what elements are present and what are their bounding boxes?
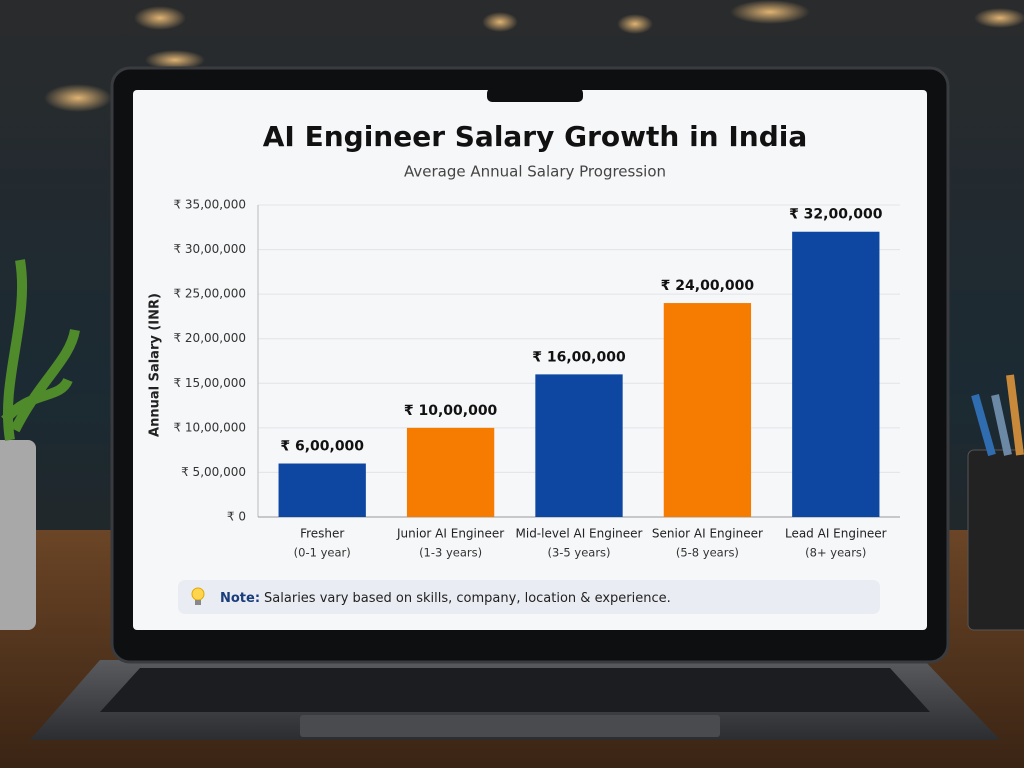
x-tick-label: Junior AI Engineer	[396, 527, 504, 541]
x-tick-label: Fresher	[300, 527, 344, 541]
y-tick-label: ₹ 30,00,000	[173, 242, 246, 256]
x-tick-sublabel: (1-3 years)	[419, 546, 482, 560]
chart-title: AI Engineer Salary Growth in India	[263, 120, 808, 153]
bar	[792, 231, 880, 517]
y-axis-label: Annual Salary (INR)	[148, 293, 163, 437]
x-tick-label: Mid-level AI Engineer	[516, 527, 643, 541]
value-label: ₹ 24,00,000	[661, 278, 755, 294]
y-tick-label: ₹ 35,00,000	[173, 198, 246, 212]
value-label: ₹ 32,00,000	[789, 207, 883, 223]
y-tick-label: ₹ 15,00,000	[173, 376, 246, 390]
x-tick-sublabel: (8+ years)	[805, 546, 866, 560]
y-tick-label: ₹ 10,00,000	[173, 420, 246, 434]
note-box	[178, 580, 880, 614]
x-tick-sublabel: (5-8 years)	[676, 546, 739, 560]
y-tick-label: ₹ 0	[227, 510, 246, 524]
y-tick-label: ₹ 20,00,000	[173, 331, 246, 345]
bar	[535, 374, 623, 517]
camera-notch	[487, 88, 583, 102]
value-label: ₹ 6,00,000	[280, 439, 364, 455]
note-label: Note:	[220, 591, 260, 606]
bar	[278, 463, 366, 517]
keyboard	[100, 668, 930, 712]
value-label: ₹ 10,00,000	[404, 403, 498, 419]
chart-subtitle: Average Annual Salary Progression	[404, 163, 666, 181]
x-tick-sublabel: (0-1 year)	[294, 546, 351, 560]
bokeh-lights	[44, 0, 1024, 112]
bar	[406, 427, 495, 517]
bulb-icon	[191, 587, 205, 605]
note: Note: Salaries vary based on skills, comp…	[220, 591, 671, 606]
x-tick-sublabel: (3-5 years)	[547, 546, 610, 560]
note-text: Salaries vary based on skills, company, …	[264, 591, 671, 606]
trackpad	[300, 715, 720, 737]
plant	[0, 259, 80, 630]
x-tick-label: Lead AI Engineer	[785, 527, 887, 541]
pen-holder	[967, 374, 1024, 631]
value-label: ₹ 16,00,000	[532, 349, 626, 365]
plot: ₹ 0 ₹ 5,00,000 ₹ 10,00,000 ₹ 15,00,000 ₹ 20,…	[173, 198, 900, 560]
x-tick-label: Senior AI Engineer	[652, 527, 763, 541]
y-tick-label: ₹ 25,00,000	[173, 287, 246, 301]
y-tick-label: ₹ 5,00,000	[181, 465, 246, 479]
bar	[663, 303, 752, 517]
